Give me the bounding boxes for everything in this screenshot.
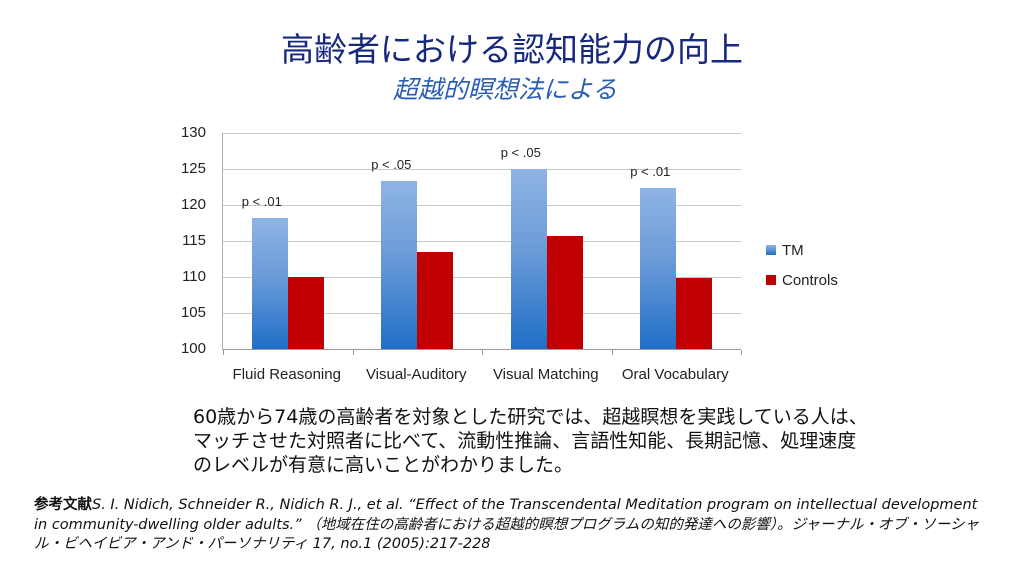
- legend-label-tm: TM: [782, 241, 804, 259]
- legend: TM Controls: [766, 235, 838, 295]
- bar-tm: [251, 217, 288, 349]
- y-tick-label: 130: [180, 124, 206, 141]
- legend-label-controls: Controls: [782, 271, 838, 289]
- legend-item-tm: TM: [766, 235, 838, 265]
- slide-subtitle: 超越的瞑想法による: [392, 75, 618, 104]
- y-tick-label: 120: [180, 196, 206, 213]
- x-tick-mark: [223, 350, 224, 355]
- gridline: [223, 241, 741, 242]
- y-tick-label: 110: [182, 268, 206, 285]
- bar-tm: [640, 187, 677, 349]
- summary-text: 60歳から74歳の高齢者を対象とした研究では、超越瞑想を実践している人は、マッチ…: [193, 406, 868, 476]
- reference-citation: S. I. Nidich, Schneider R., Nidich R. J.…: [34, 497, 980, 552]
- x-tick-mark: [741, 350, 742, 355]
- reference-label: 参考文献: [34, 497, 92, 513]
- x-category-label: Visual Matching: [492, 366, 599, 383]
- reference: 参考文献S. I. Nidich, Schneider R., Nidich R…: [34, 496, 994, 555]
- x-tick-mark: [611, 350, 613, 355]
- bar-controls: [287, 277, 324, 349]
- x-tick-mark: [352, 350, 354, 355]
- y-tick-label: 115: [182, 232, 206, 249]
- y-tick-label: 100: [180, 340, 206, 357]
- y-tick-label: 125: [180, 160, 206, 177]
- controls-swatch-icon: [766, 275, 776, 285]
- bar-controls: [546, 235, 583, 349]
- p-value-annotation: p < .01: [241, 193, 282, 209]
- plot-area: p < .01 p < .05 p < .05 p < .01: [222, 133, 742, 355]
- x-category-label: Fluid Reasoning: [232, 366, 341, 383]
- bar-chart: 130 125 120 115 110 105 100 p < .01 p < .05 p < …: [160, 120, 880, 390]
- x-category-label: Visual-Auditory: [365, 366, 467, 383]
- bar-controls: [676, 277, 713, 349]
- gridline: [223, 205, 741, 206]
- legend-item-controls: Controls: [766, 265, 838, 295]
- p-value-annotation: p < .05: [500, 145, 541, 160]
- slide-title: 高齢者における認知能力の向上: [281, 30, 743, 69]
- p-value-annotation: p < .05: [371, 157, 412, 173]
- p-value-annotation: p < .01: [630, 163, 671, 179]
- gridline: [223, 169, 741, 170]
- gridline: [223, 277, 741, 278]
- x-category-label: Oral Vocabulary: [621, 366, 729, 383]
- tm-swatch-icon: [766, 245, 776, 255]
- y-tick-label: 105: [180, 304, 206, 321]
- x-tick-mark: [482, 350, 483, 355]
- bar-tm: [381, 181, 418, 349]
- gridline: [223, 133, 741, 134]
- bar-tm: [510, 169, 547, 349]
- bar-controls: [417, 251, 454, 349]
- gridline: [223, 313, 741, 314]
